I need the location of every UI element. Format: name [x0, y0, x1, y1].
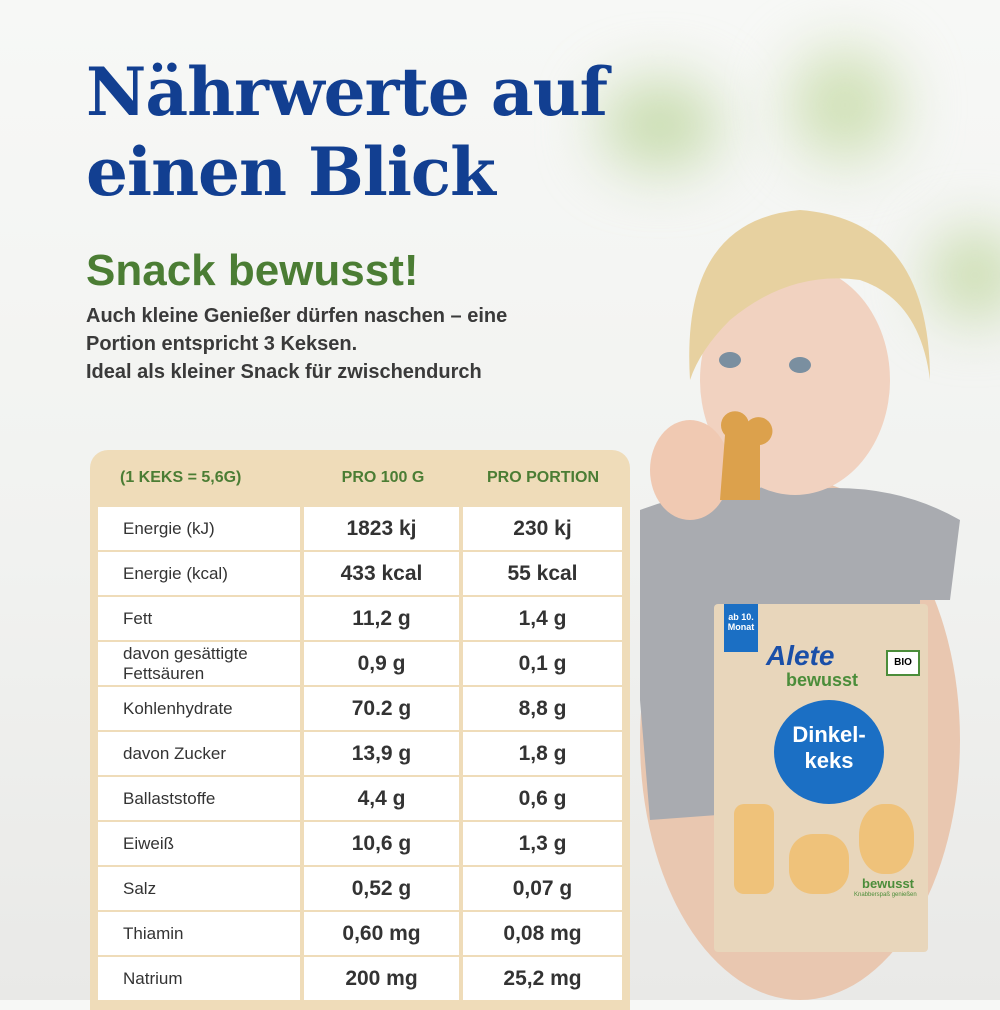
table-row: Energie (kJ) 1823 kj 230 kj — [98, 507, 622, 550]
nutrient-name: Eiweiß — [98, 822, 300, 865]
nutrient-name: Fett — [98, 597, 300, 640]
value-per-portion: 25,2 mg — [463, 957, 622, 1000]
value-per-portion: 1,8 g — [463, 732, 622, 775]
value-per-portion: 1,3 g — [463, 822, 622, 865]
child-hair — [689, 210, 930, 380]
value-per-100g: 11,2 g — [304, 597, 459, 640]
value-per-100g: 4,4 g — [304, 777, 459, 820]
value-per-portion: 0,6 g — [463, 777, 622, 820]
nutrient-name: Thiamin — [98, 912, 300, 955]
header-serving: (1 KEKS = 5,6G) — [120, 468, 242, 486]
bio-seal: BIO — [886, 650, 920, 676]
child-eye — [719, 352, 741, 368]
header-per-100g: PRO 100 G — [341, 468, 425, 486]
nutrient-name: Natrium — [98, 957, 300, 1000]
cookie-shapes — [734, 804, 914, 904]
value-per-portion: 0,07 g — [463, 867, 622, 910]
title-line: Nährwerte auf — [86, 53, 608, 131]
table-row: davon Zucker 13,9 g 1,8 g — [98, 732, 622, 775]
value-per-portion: 8,8 g — [463, 687, 622, 730]
brand-logo: Alete — [766, 640, 835, 671]
description: Auch kleine Genießer dürfen naschen – ei… — [86, 302, 507, 386]
table-row: Natrium 200 mg 25,2 mg — [98, 957, 622, 1000]
footer-tagline: Knabberspaß genießen — [854, 892, 917, 898]
nutrient-name: Kohlenhydrate — [98, 687, 300, 730]
page-title: Nährwerte auf einen Blick — [86, 52, 608, 212]
value-per-portion: 55 kcal — [463, 552, 622, 595]
nutrient-name: Ballaststoffe — [98, 777, 300, 820]
nutrient-name: davon gesättigte Fettsäuren — [98, 642, 300, 685]
nutrient-name: davon Zucker — [98, 732, 300, 775]
table-header: (1 KEKS = 5,6G) PRO 100 G PRO PORTION — [90, 450, 630, 505]
title-line: einen Blick — [86, 133, 496, 211]
value-per-portion: 0,08 mg — [463, 912, 622, 955]
nutrient-name: Salz — [98, 867, 300, 910]
nutrition-table: (1 KEKS = 5,6G) PRO 100 G PRO PORTION En… — [90, 450, 630, 1010]
value-per-100g: 70.2 g — [304, 687, 459, 730]
value-per-100g: 13,9 g — [304, 732, 459, 775]
value-per-100g: 0,60 mg — [304, 912, 459, 955]
age-badge: ab 10. Monat — [724, 604, 758, 652]
subheading: Snack bewusst! — [86, 246, 419, 295]
value-per-100g: 1823 kj — [304, 507, 459, 550]
description-line: Auch kleine Genießer dürfen naschen – ei… — [86, 305, 508, 327]
table-row: Fett 11,2 g 1,4 g — [98, 597, 622, 640]
value-per-portion: 1,4 g — [463, 597, 622, 640]
product-name: Dinkel- — [792, 722, 866, 747]
background-leaf — [790, 50, 900, 160]
table-row: davon gesättigte Fettsäuren 0,9 g 0,1 g — [98, 642, 622, 685]
value-per-portion: 230 kj — [463, 507, 622, 550]
brand-sub: bewusst — [786, 670, 859, 690]
value-per-100g: 0,9 g — [304, 642, 459, 685]
child-hand — [650, 420, 730, 520]
table-row: Eiweiß 10,6 g 1,3 g — [98, 822, 622, 865]
child-eye — [789, 357, 811, 373]
value-per-100g: 0,52 g — [304, 867, 459, 910]
footer-brand: bewusst — [862, 876, 915, 891]
description-line: Ideal als kleiner Snack für zwischendurc… — [86, 361, 482, 383]
table-row: Energie (kcal) 433 kcal 55 kcal — [98, 552, 622, 595]
nutrient-name: Energie (kcal) — [98, 552, 300, 595]
value-per-100g: 433 kcal — [304, 552, 459, 595]
background-leaf — [930, 230, 1000, 320]
table-row: Salz 0,52 g 0,07 g — [98, 867, 622, 910]
header-per-portion: PRO PORTION — [486, 468, 599, 486]
background-leaf — [600, 80, 720, 170]
table-row: Ballaststoffe 4,4 g 0,6 g — [98, 777, 622, 820]
value-per-100g: 200 mg — [304, 957, 459, 1000]
product-badge: Dinkel- keks — [774, 700, 884, 804]
product-package: ab 10. Monat Alete bewusst BIO Dinkel- k… — [714, 604, 928, 952]
nutrient-name: Energie (kJ) — [98, 507, 300, 550]
value-per-100g: 10,6 g — [304, 822, 459, 865]
table-row: Kohlenhydrate 70.2 g 8,8 g — [98, 687, 622, 730]
table-row: Thiamin 0,60 mg 0,08 mg — [98, 912, 622, 955]
product-name: keks — [804, 748, 854, 773]
value-per-portion: 0,1 g — [463, 642, 622, 685]
description-line: Portion entspricht 3 Keksen. — [86, 333, 358, 355]
bear-cookie — [720, 411, 773, 500]
